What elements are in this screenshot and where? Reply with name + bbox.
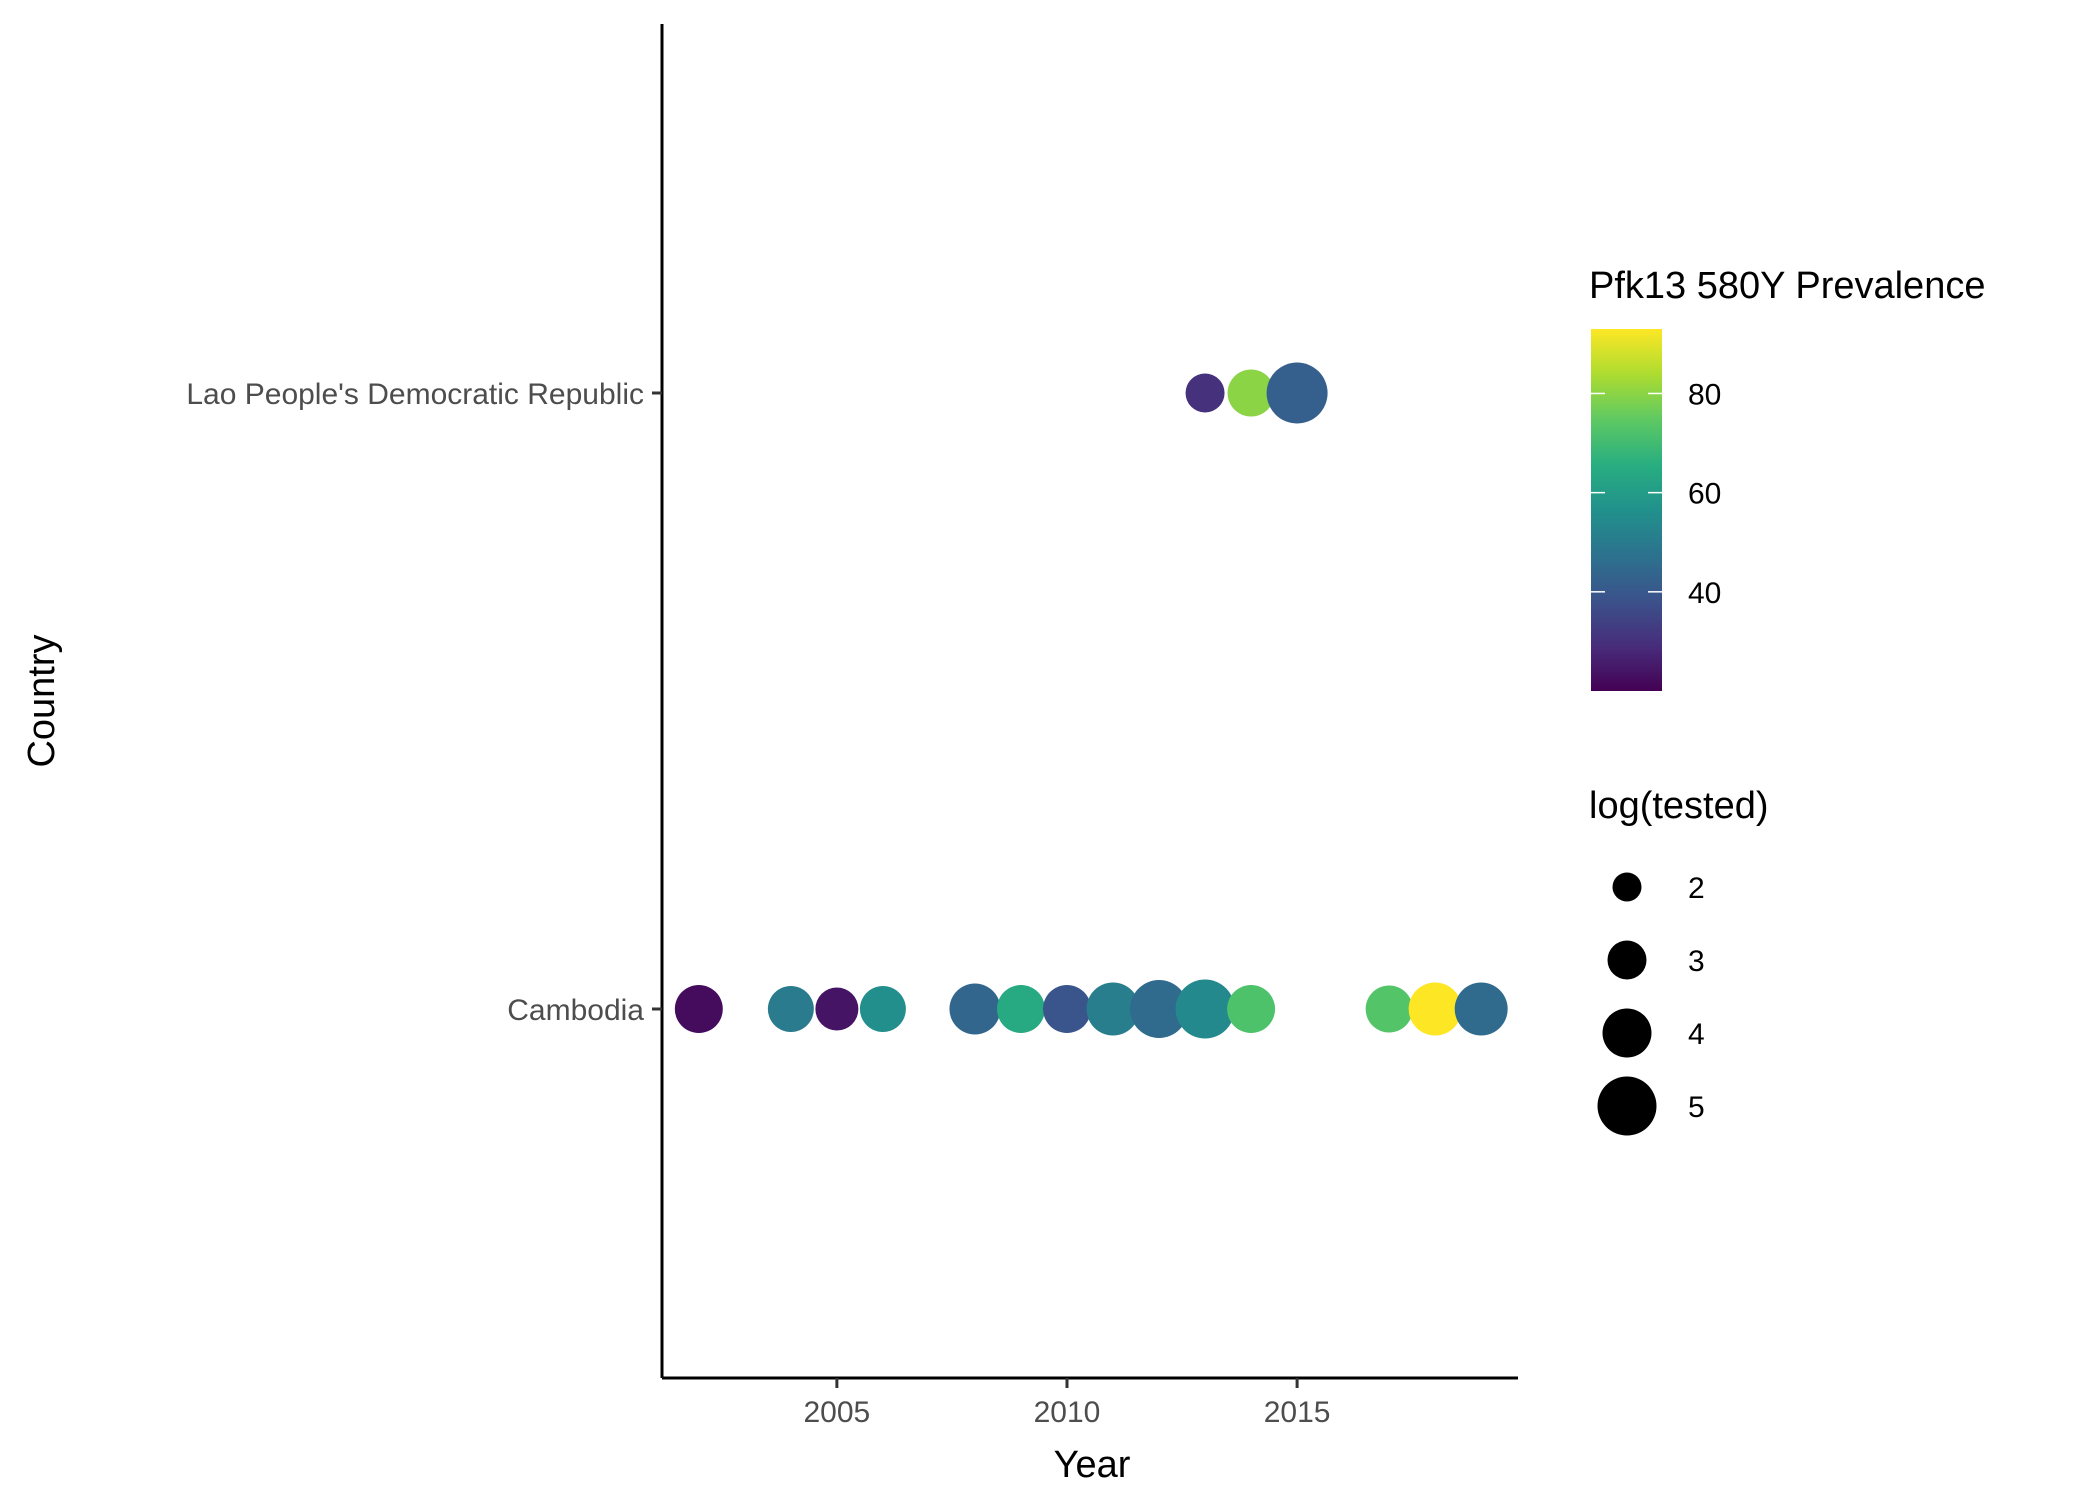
size-legend-title: log(tested) [1589, 785, 1769, 827]
data-point [1042, 985, 1091, 1033]
data-point [1365, 985, 1413, 1033]
data-point [1454, 982, 1508, 1036]
y-tick-label: Cambodia [507, 994, 644, 1027]
data-point [767, 986, 814, 1032]
size-legend-label: 2 [1688, 872, 1705, 905]
data-point [1227, 369, 1275, 417]
data-points [674, 362, 1508, 1039]
plot-area: 2005 2010 2015 Lao People's Democratic Rep… [186, 24, 1518, 1429]
size-legend: log(tested) 2 3 4 5 [1589, 785, 1769, 1136]
size-legend-keys: 2 3 4 5 [1597, 872, 1705, 1136]
y-axis-title: Country [21, 634, 63, 767]
data-point [1266, 362, 1328, 424]
size-legend-key [1607, 940, 1647, 980]
data-point [949, 983, 1001, 1035]
size-legend-key [1602, 1008, 1652, 1058]
x-tick-label: 2005 [804, 1396, 871, 1429]
data-point [859, 986, 906, 1032]
x-tick-label: 2010 [1034, 1396, 1101, 1429]
data-point [674, 985, 723, 1033]
size-legend-label: 5 [1688, 1091, 1705, 1124]
data-point [1227, 985, 1276, 1033]
data-point [1086, 982, 1140, 1036]
colorbar-tick-label: 60 [1688, 478, 1721, 511]
color-legend-title: Pfk13 580Y Prevalence [1589, 265, 1985, 307]
x-axis-title: Year [1054, 1444, 1131, 1486]
colorbar-ticks: 40 60 80 [1591, 378, 1721, 610]
data-point [996, 985, 1045, 1033]
colorbar [1591, 329, 1662, 691]
x-ticks: 2005 2010 2015 [804, 1378, 1331, 1429]
y-tick-label: Lao People's Democratic Republic [186, 378, 644, 411]
data-point [1185, 373, 1225, 413]
size-legend-key [1612, 872, 1642, 902]
data-point [1408, 982, 1462, 1036]
data-point [815, 987, 859, 1031]
size-legend-label: 3 [1688, 945, 1705, 978]
data-point [1130, 980, 1189, 1038]
colorbar-tick-label: 40 [1688, 577, 1721, 610]
colorbar-tick-label: 80 [1688, 378, 1721, 411]
size-legend-key [1597, 1076, 1657, 1136]
data-point [1175, 979, 1235, 1039]
x-tick-label: 2015 [1264, 1396, 1331, 1429]
color-legend: Pfk13 580Y Prevalence 40 60 80 [1589, 265, 1985, 691]
y-ticks: Lao People's Democratic Republic Cambodia [186, 378, 662, 1027]
size-legend-label: 4 [1688, 1018, 1705, 1051]
